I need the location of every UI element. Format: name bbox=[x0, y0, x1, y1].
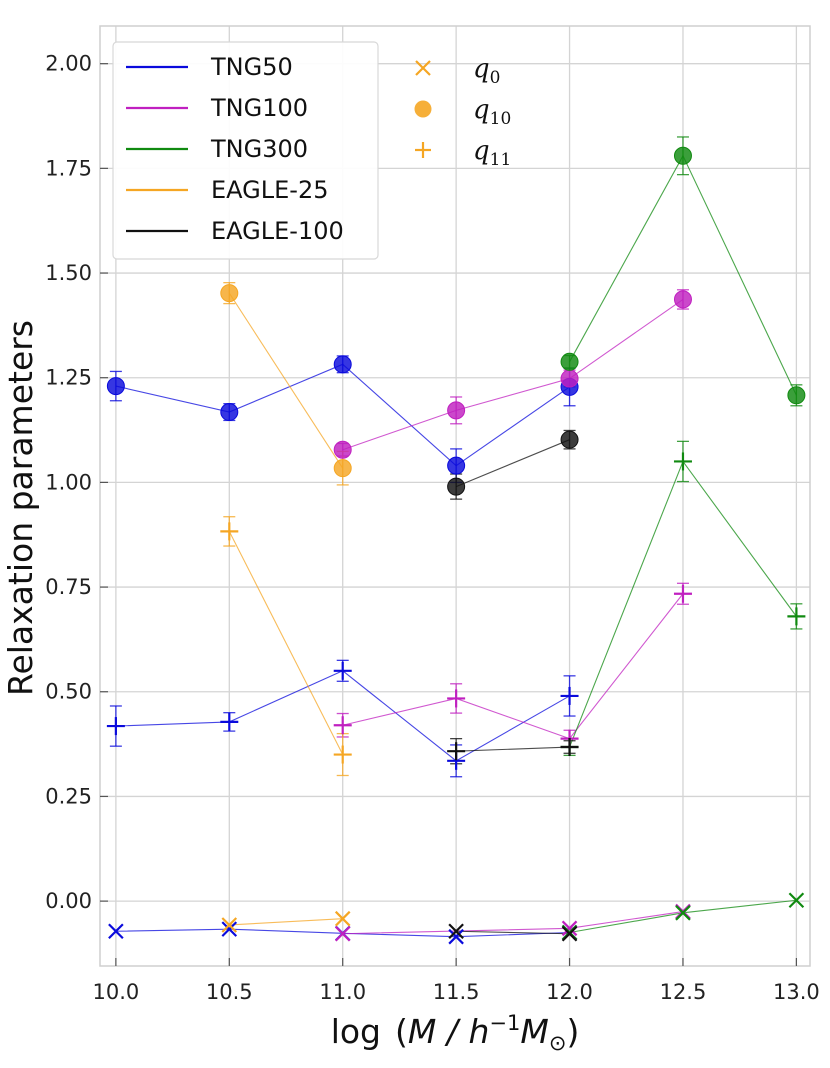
tng100-q10-point bbox=[333, 440, 352, 459]
y-tick-label: 2.00 bbox=[45, 52, 92, 76]
y-axis-label: Relaxation parameters bbox=[1, 320, 40, 696]
legend-label-math: q bbox=[473, 136, 490, 166]
x-axis-label-log: log bbox=[331, 1012, 381, 1051]
legend-marker-q10 bbox=[414, 100, 432, 118]
tng50-q10-point bbox=[220, 403, 239, 422]
eagle-100-q11-line bbox=[456, 746, 570, 752]
x-tick-label: 10.0 bbox=[92, 980, 139, 1004]
legend-label-q0: q0 bbox=[473, 54, 500, 88]
legend-label-eagle-100: EAGLE-100 bbox=[211, 217, 344, 245]
x-tick-label: 11.0 bbox=[319, 980, 366, 1004]
legend-label-eagle-25: EAGLE-25 bbox=[211, 176, 329, 204]
data-markers bbox=[106, 146, 806, 945]
eagle-100-q10-point bbox=[447, 477, 466, 496]
y-tick-label: 0.50 bbox=[45, 680, 92, 704]
tng100-q10-line bbox=[342, 298, 684, 451]
x-axis-label-math2: M bbox=[520, 1012, 548, 1051]
y-tick-label: 1.00 bbox=[45, 470, 92, 494]
eagle-100-q0-point bbox=[448, 923, 464, 940]
axis-labels: Relaxation parameters log (M / h−1M⊙) bbox=[1, 320, 579, 1055]
eagle-25-q10-line bbox=[228, 292, 344, 469]
x-axis-label: log (M / h−1M⊙) bbox=[331, 1011, 580, 1055]
tng100-q0-point bbox=[561, 920, 578, 937]
x-tick-label: 12.5 bbox=[660, 980, 707, 1004]
tng50-q0-point bbox=[448, 928, 464, 945]
tng300-q10-point bbox=[560, 352, 579, 371]
eagle-25-q0-line bbox=[229, 918, 343, 926]
tng100-q10-point bbox=[673, 290, 692, 309]
eagle-25-q11-line bbox=[228, 531, 344, 755]
legend-label-q10: q10 bbox=[473, 95, 511, 129]
tng100-q10-point bbox=[560, 369, 579, 388]
eagle-25-q10-point bbox=[220, 284, 239, 303]
x-tick-label: 10.5 bbox=[206, 980, 253, 1004]
tng50-q0-point bbox=[108, 923, 124, 940]
tng300-q10-point bbox=[673, 146, 692, 165]
legend-label-sub: 10 bbox=[490, 109, 512, 129]
plot-frame bbox=[99, 25, 811, 967]
x-axis-label-sub: ⊙ bbox=[549, 1031, 567, 1055]
tng50-q10-point bbox=[333, 355, 352, 374]
tng100-q11-line bbox=[342, 593, 684, 740]
x-tick-label: 12.0 bbox=[546, 980, 593, 1004]
y-tick-label: 1.75 bbox=[45, 156, 92, 180]
eagle-100-q0-line bbox=[456, 930, 570, 935]
legend-label-tng50: TNG50 bbox=[210, 53, 293, 81]
tng300-q10-point bbox=[787, 386, 806, 405]
tng300-q0-point bbox=[675, 905, 691, 921]
eagle-100-q10-point bbox=[560, 430, 579, 449]
tng50-q10-point bbox=[447, 456, 466, 475]
tng300-q0-point bbox=[788, 892, 805, 909]
legend-label-tng100: TNG100 bbox=[210, 94, 308, 122]
tng100-q10-point bbox=[447, 401, 466, 420]
legend-box bbox=[112, 41, 379, 260]
legend-label-sub: 0 bbox=[490, 68, 501, 88]
x-axis-label-exp: −1 bbox=[489, 1011, 520, 1035]
eagle-25-q10-point bbox=[333, 459, 352, 478]
y-tick-label: 0.25 bbox=[45, 784, 92, 808]
eagle-25-q0-point bbox=[221, 917, 238, 933]
x-tick-label: 11.5 bbox=[433, 980, 480, 1004]
y-tick-label: 0.75 bbox=[45, 575, 92, 599]
legend-marker-q0 bbox=[415, 60, 431, 76]
eagle-100-q10-line bbox=[455, 439, 570, 488]
tng50-q0-point bbox=[221, 921, 238, 937]
tng100-q0-point bbox=[334, 925, 351, 942]
legend-label-math: q bbox=[473, 95, 490, 125]
y-tick-label: 0.00 bbox=[45, 889, 92, 913]
x-tick-label: 13.0 bbox=[773, 980, 820, 1004]
tng50-q10-point bbox=[106, 377, 125, 396]
eagle-25-q0-point bbox=[334, 910, 351, 927]
axis-ticks: 10.0 10.5 11.0 11.5 12.0 12.5 13.0 0.00 0.25 0.50… bbox=[45, 52, 820, 1004]
y-tick-label: 1.50 bbox=[45, 261, 92, 285]
y-tick-label: 1.25 bbox=[45, 366, 92, 390]
x-axis-label-math: M / h bbox=[408, 1012, 490, 1051]
legend-label-sub: 11 bbox=[490, 150, 512, 170]
eagle-100-q0-point bbox=[561, 925, 578, 942]
legend-label-tng300: TNG300 bbox=[210, 135, 308, 163]
legend-label-q11: q11 bbox=[473, 136, 511, 170]
legend-label-math: q bbox=[473, 54, 490, 84]
